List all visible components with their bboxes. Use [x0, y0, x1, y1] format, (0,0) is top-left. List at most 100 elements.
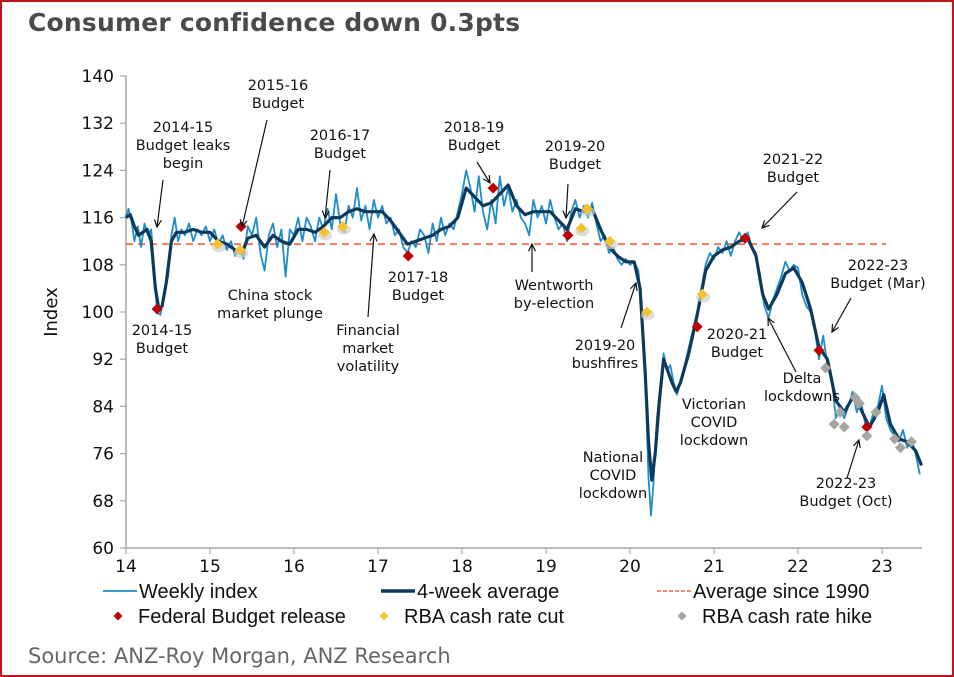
legend-label: Federal Budget release: [138, 606, 346, 628]
legend-weekly-index: Weekly index: [103, 581, 258, 603]
arrow-head-icon: [853, 438, 861, 449]
y-tick-label: 140: [82, 67, 114, 87]
x-tick-label: 23: [871, 557, 893, 577]
x-tick-label: 19: [535, 557, 557, 577]
y-tick-label: 132: [82, 114, 114, 134]
annotation-line: begin: [163, 156, 204, 172]
annotation-line: 2016-17: [310, 128, 371, 144]
annotation-line: market plunge: [217, 306, 323, 322]
annotation-line: 2018-19: [444, 120, 505, 136]
annotation-arrow: [367, 233, 375, 318]
annotation-arrow: [761, 191, 798, 229]
y-axis-label: Index: [41, 287, 62, 337]
x-tick-label: 14: [115, 557, 137, 577]
rba-cut-marker: [581, 203, 593, 215]
annotation-line: Financial: [336, 323, 400, 339]
legend-label: 4-week average: [417, 581, 559, 603]
rba-hike-marker: [870, 406, 882, 418]
arrow-head-icon: [527, 242, 537, 252]
markers-layer: [151, 182, 917, 454]
budget-release-marker: [151, 303, 163, 315]
legend-average-since-1990: Average since 1990: [657, 581, 869, 603]
rba-hike-marker: [861, 430, 873, 442]
annotation-line: 2020-21: [707, 327, 768, 343]
annotation-line: COVID: [691, 415, 738, 431]
legend-diamond-icon: [113, 611, 123, 621]
budget-release-marker: [562, 229, 574, 241]
rba-cut-marker: [234, 244, 246, 256]
rba-hike-marker: [889, 433, 901, 445]
rba-cut-marker: [337, 220, 349, 232]
rba-hike-marker: [838, 421, 850, 433]
annotation-line: 2017-18: [388, 270, 449, 286]
x-tick-label: 15: [199, 557, 221, 577]
annotation-line: Budget (Oct): [799, 494, 892, 510]
arrow-head-icon: [562, 210, 571, 220]
y-tick-label: 116: [82, 209, 114, 229]
legend-diamond-icon: [379, 611, 389, 621]
legend: Weekly index 4-week average Average since …: [103, 581, 872, 628]
annotation-label: 2021-22 Budget: [763, 152, 824, 186]
arrow-head-icon: [153, 219, 162, 229]
annotation-line: 2021-22: [763, 152, 824, 168]
annotation-line: China stock: [228, 288, 313, 304]
annotation-line: 2022-23: [816, 476, 877, 492]
y-tick-label: 84: [92, 397, 114, 417]
annotation-arrow: [156, 179, 164, 228]
annotation-line: Budget: [314, 146, 366, 162]
y-tick-label: 108: [82, 256, 114, 276]
arrow-head-icon: [239, 219, 248, 229]
annotation-line: 2014-15: [132, 323, 193, 339]
arrow-head-icon: [321, 210, 330, 220]
rba-hike-marker: [828, 418, 840, 430]
budget-release-marker: [402, 250, 414, 262]
annotation-arrow: [324, 169, 331, 219]
rba-cut-marker: [604, 235, 616, 247]
rba-cut-marker: [212, 238, 224, 250]
annotation-label: China stock market plunge: [217, 288, 323, 322]
annotation-label: 2017-18 Budget: [388, 270, 449, 304]
legend-label: RBA cash rate cut: [404, 606, 565, 628]
annotation-label: 2014-15 Budget leaks begin: [136, 120, 231, 172]
annotation-label: 2015-16 Budget: [248, 78, 309, 112]
legend-label: Average since 1990: [693, 581, 869, 603]
rba-cut-marker: [696, 288, 708, 300]
x-tick-label: 20: [619, 557, 641, 577]
annotation-label: Financial market volatility: [336, 323, 400, 375]
annotation-label: 2014-15 Budget: [132, 323, 193, 357]
annotation-arrow: [767, 317, 797, 373]
annotation-line: Budget: [136, 341, 188, 357]
annotation-line: Budget (Mar): [830, 276, 925, 292]
budget-release-marker: [739, 232, 751, 244]
arrow-head-icon: [767, 316, 775, 327]
x-tick-label: 16: [283, 557, 305, 577]
annotation-label: Wentworth by-election: [514, 278, 594, 312]
arrow-head-icon: [482, 174, 491, 185]
x-tick-label: 21: [703, 557, 725, 577]
annotation-label: National COVID lockdown: [579, 450, 647, 502]
annotation-line: COVID: [590, 468, 637, 484]
annotation-arrow: [241, 119, 268, 228]
budget-release-marker: [487, 182, 499, 194]
four-week-average-line: [125, 183, 923, 482]
weekly-index-line: [125, 169, 921, 517]
annotation-line: 2019-20: [575, 338, 636, 354]
y-tick-label: 100: [82, 303, 114, 323]
x-tick-label: 17: [367, 557, 389, 577]
annotation-arrow: [846, 439, 860, 479]
x-tick-label: 18: [451, 557, 473, 577]
budget-release-marker: [861, 421, 873, 433]
annotation-line: Budget: [448, 138, 500, 154]
arrow-head-icon: [629, 281, 638, 292]
rba-hike-marker: [894, 442, 906, 454]
annotation-line: volatility: [337, 359, 400, 375]
annotation-label: 2019-20 Budget: [545, 139, 606, 173]
annotation-label: 2022-23 Budget (Mar): [830, 258, 925, 292]
legend-label: RBA cash rate hike: [702, 606, 872, 628]
arrow-head-icon: [369, 232, 378, 242]
legend-four-week-average: 4-week average: [381, 581, 559, 603]
y-tick-label: 68: [92, 492, 114, 512]
